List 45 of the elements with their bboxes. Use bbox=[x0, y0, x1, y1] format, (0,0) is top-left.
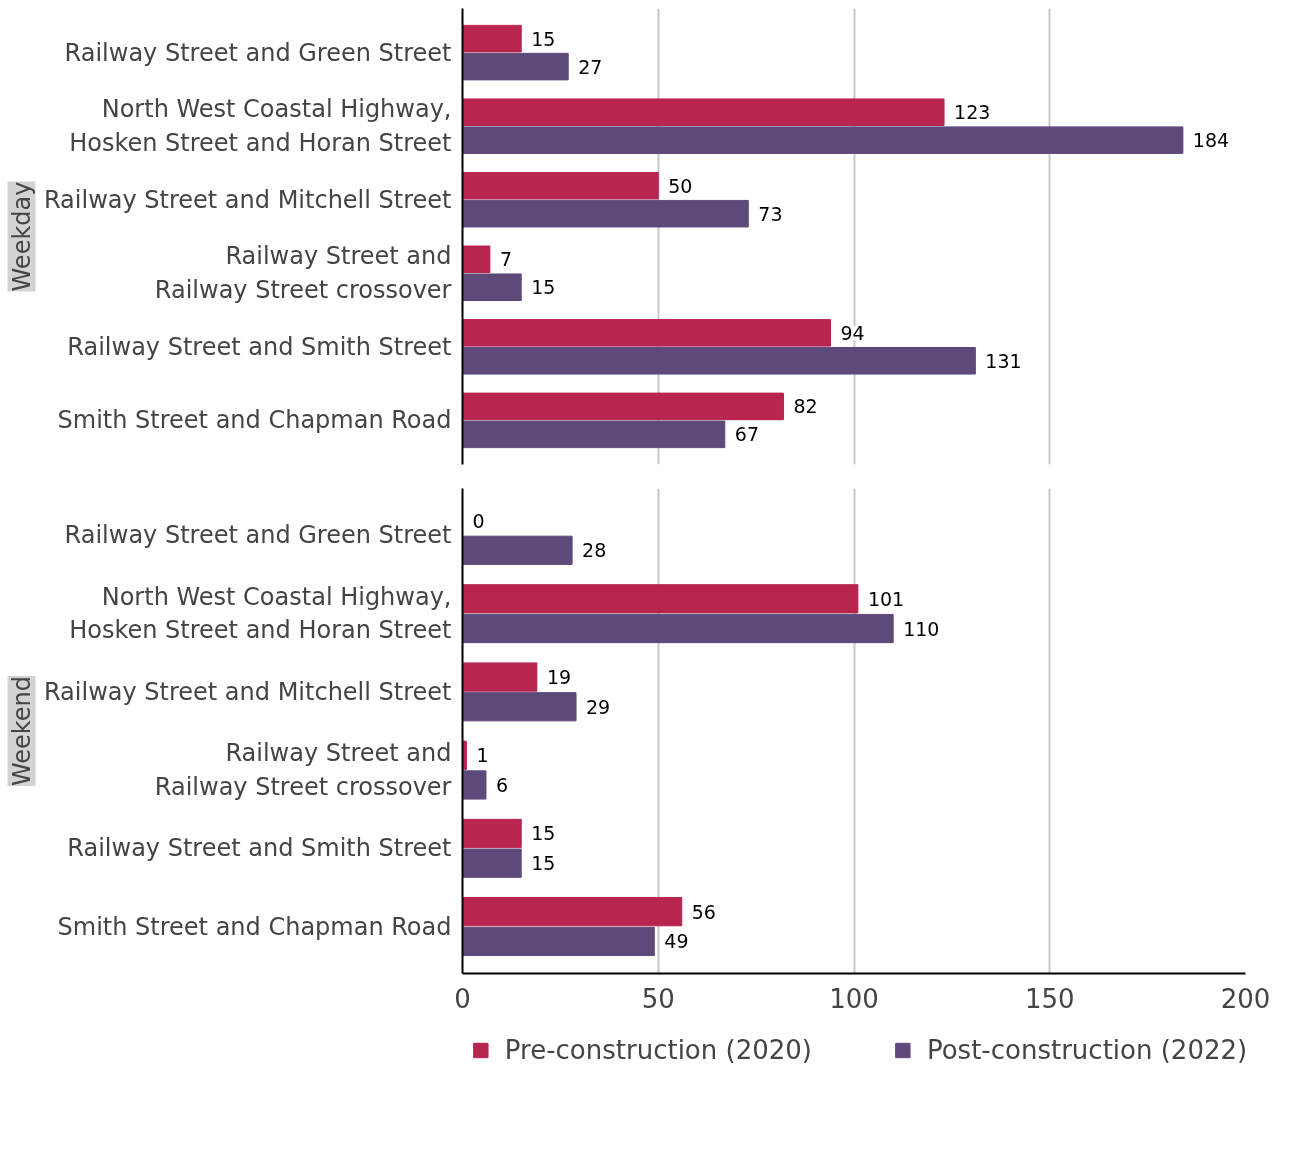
y-tick-label: North West Coastal Highway, Hosken Street and Horan Street bbox=[69, 582, 452, 645]
data-label: 27 bbox=[578, 55, 603, 78]
data-label: 56 bbox=[691, 900, 716, 923]
y-tick-label: Railway Street and Smith Street bbox=[67, 834, 452, 863]
x-tick-label: 150 bbox=[1024, 983, 1075, 1014]
y-tick-label: Railway Street and Smith Street bbox=[67, 332, 452, 361]
data-label: 19 bbox=[546, 666, 572, 689]
data-label: 28 bbox=[582, 539, 607, 562]
x-tick-label: 200 bbox=[1220, 983, 1271, 1014]
y-tick-label: Railway Street and Railway Street crossover bbox=[154, 242, 452, 305]
x-tick-label: 0 bbox=[454, 983, 471, 1014]
data-label: 110 bbox=[903, 617, 940, 640]
data-label: 131 bbox=[985, 349, 1022, 372]
data-label: 73 bbox=[758, 202, 783, 225]
y-tick-label: Smith Street and Chapman Road bbox=[57, 406, 452, 435]
data-label: 123 bbox=[954, 101, 991, 124]
y-tick-label: Railway Street and Railway Street crossover bbox=[154, 739, 452, 801]
data-label: 49 bbox=[664, 930, 689, 953]
data-label: 15 bbox=[531, 822, 556, 845]
y-tick-label: Railway Street and Green Street bbox=[64, 38, 452, 67]
data-label: 82 bbox=[793, 395, 818, 418]
data-label: 67 bbox=[734, 423, 759, 446]
data-label: 184 bbox=[1192, 129, 1230, 152]
x-tick-label: 100 bbox=[829, 983, 879, 1014]
y-tick-label: Railway Street and Green Street bbox=[64, 521, 452, 550]
y-tick-label: Railway Street and Mitchell Street bbox=[43, 677, 452, 706]
text: Weekday bbox=[7, 181, 36, 292]
data-label: 29 bbox=[586, 695, 611, 718]
data-label: 94 bbox=[840, 321, 865, 344]
data-label: 1 bbox=[476, 744, 489, 767]
x-tick-label: 50 bbox=[641, 983, 675, 1014]
y-tick-label: Smith Street and Chapman Road bbox=[57, 912, 452, 941]
data-label: 50 bbox=[668, 174, 693, 197]
data-label: 0 bbox=[472, 509, 485, 532]
y-tick-label: North West Coastal Highway, Hosken Street and Horan Street bbox=[69, 95, 452, 157]
data-label: 6 bbox=[495, 773, 509, 796]
data-label: 15 bbox=[531, 276, 556, 299]
data-label: 7 bbox=[499, 248, 512, 271]
legend-label: Post-construction (2022) bbox=[926, 1035, 1246, 1065]
text: Weekend bbox=[7, 675, 36, 787]
y-tick-label: Railway Street and Mitchell Street bbox=[43, 185, 452, 214]
data-label: 15 bbox=[531, 852, 556, 875]
data-label: 15 bbox=[531, 27, 556, 50]
data-label: 101 bbox=[867, 587, 905, 610]
legend-label: Pre-construction (2020) bbox=[504, 1035, 812, 1065]
